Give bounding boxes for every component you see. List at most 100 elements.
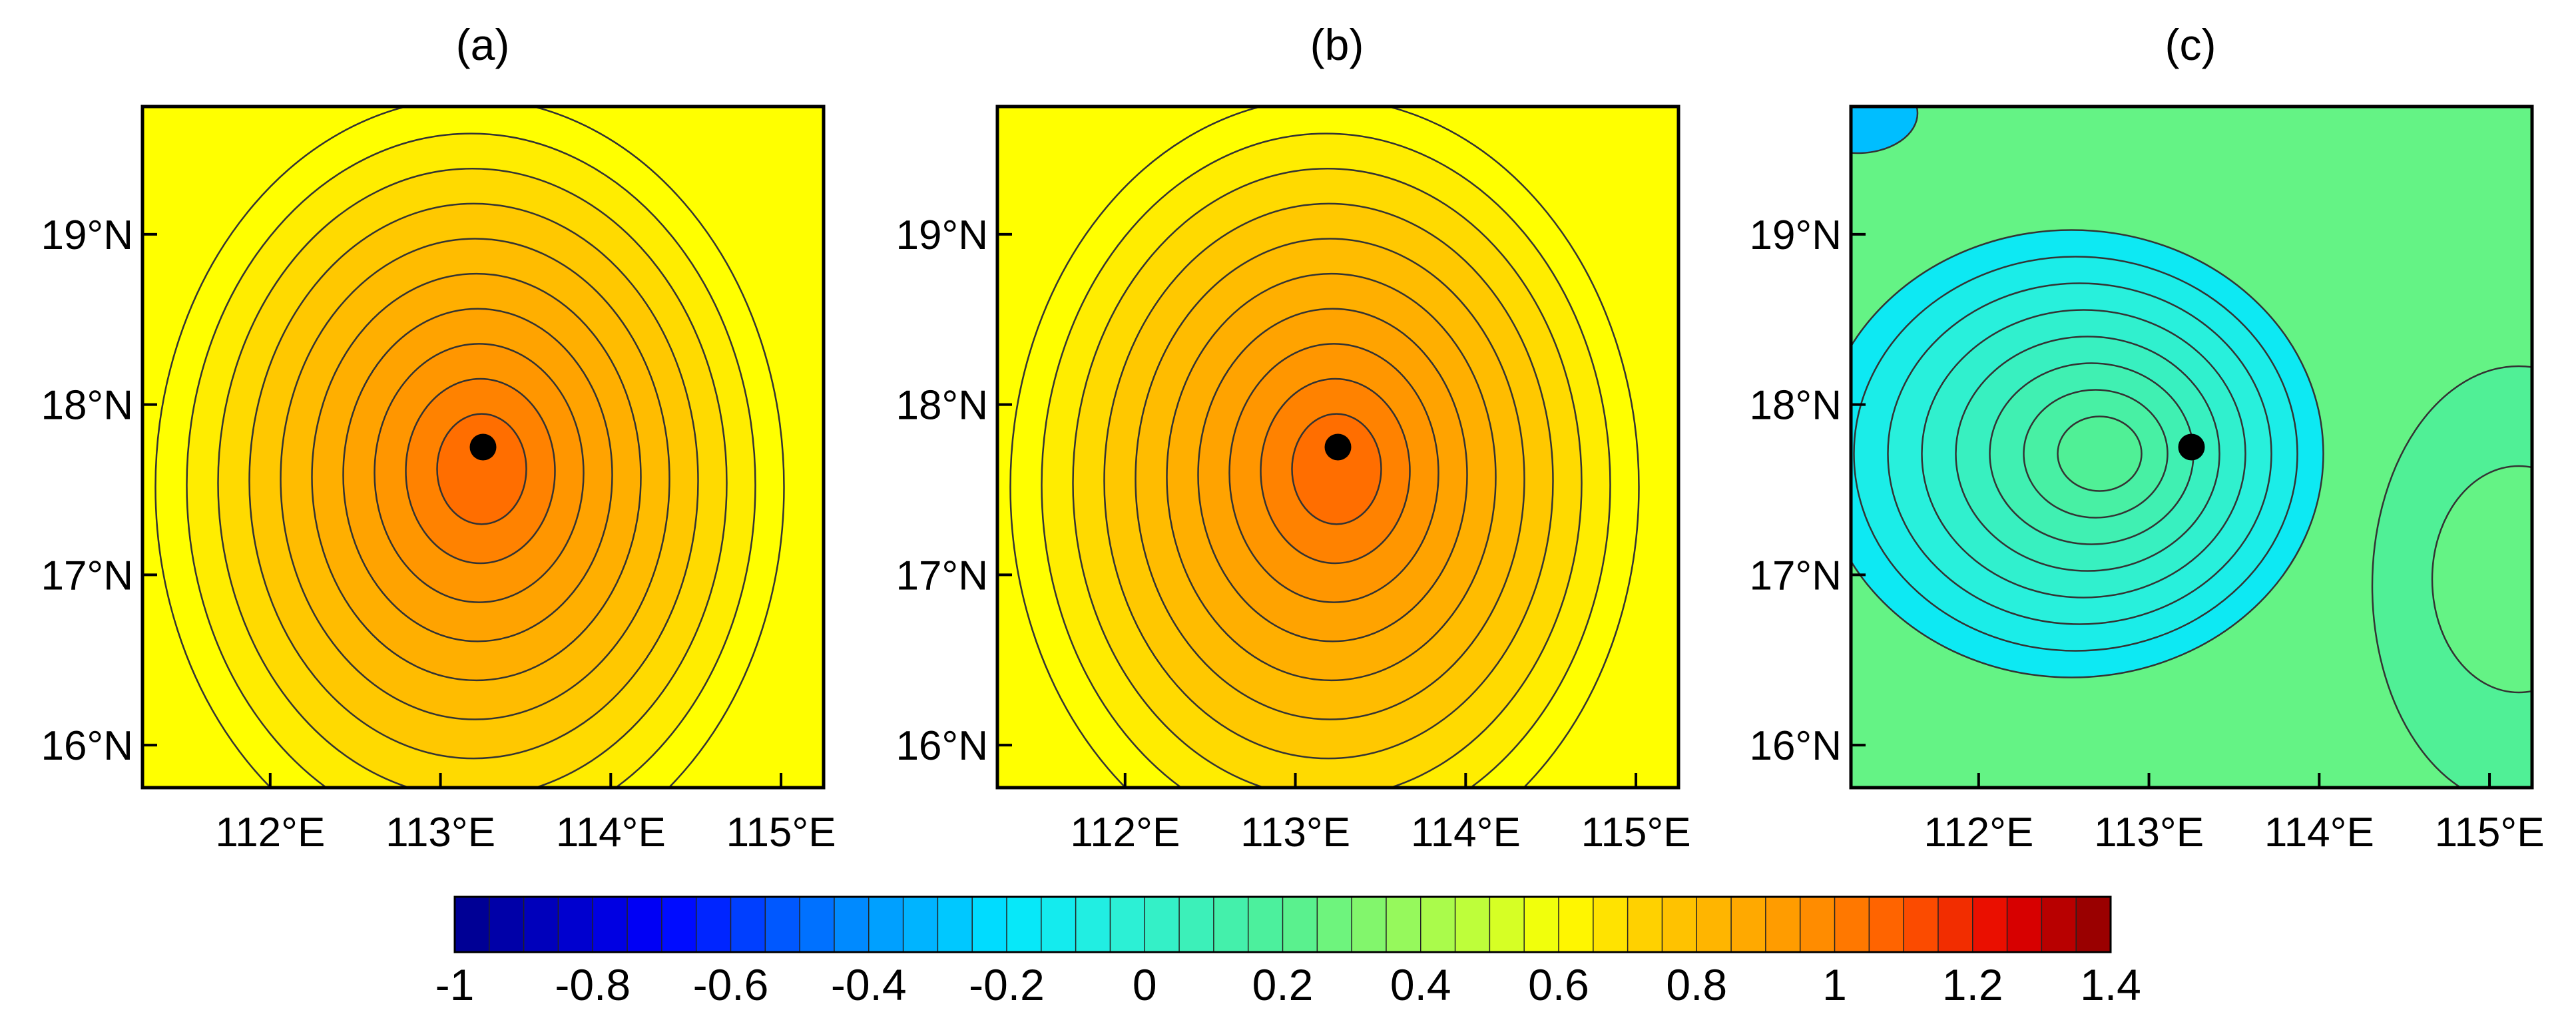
panel-b-field xyxy=(997,107,1678,788)
colorbar-tick-label: -0.4 xyxy=(831,960,907,1009)
panel-c-x-tick: 114°E xyxy=(2264,810,2374,856)
colorbar-cell xyxy=(902,896,939,953)
panel-b-x-tick: 113°E xyxy=(1240,810,1350,856)
panel-b-y-axis: 16°N 17°N 18°N 19°N xyxy=(896,212,1012,769)
colorbar-tick-label: 0.8 xyxy=(1666,960,1727,1009)
panel-b-x-tick: 115°E xyxy=(1581,810,1691,856)
panel-a-x-axis: 112°E 113°E 114°E 115°E xyxy=(215,773,836,856)
colorbar-cell xyxy=(2075,896,2112,953)
colorbar-cell xyxy=(834,896,870,953)
contour-band xyxy=(2431,465,2532,694)
colorbar-cell xyxy=(1075,896,1111,953)
contour-band xyxy=(1851,107,1919,154)
colorbar-cell xyxy=(1454,896,1491,953)
panel-b-title: (b) xyxy=(1310,20,1364,69)
colorbar-cell xyxy=(1144,896,1180,953)
colorbar-cell xyxy=(1661,896,1698,953)
panel-c-x-axis: 112°E 113°E 114°E 115°E xyxy=(1924,773,2545,856)
colorbar-cells xyxy=(454,896,2112,953)
colorbar-tick-label: -1 xyxy=(435,960,475,1009)
colorbar-cell xyxy=(1696,896,1732,953)
panel-a-y-tick: 17°N xyxy=(41,553,133,599)
colorbar-cell xyxy=(1558,896,1595,953)
colorbar-cell xyxy=(1109,896,1146,953)
colorbar-cell xyxy=(1834,896,1870,953)
panel-c-field xyxy=(1851,107,2532,788)
colorbar-tick-label: -0.6 xyxy=(693,960,769,1009)
colorbar-cell xyxy=(1593,896,1629,953)
colorbar: -1 -0.8 -0.6 -0.4 -0.2 0 0.2 0.4 0.6 0.8… xyxy=(435,895,2141,1009)
colorbar-labels: -1 -0.8 -0.6 -0.4 -0.2 0 0.2 0.4 0.6 0.8… xyxy=(435,960,2141,1009)
colorbar-cell xyxy=(1386,896,1421,953)
colorbar-cell xyxy=(1937,896,1973,953)
colorbar-tick-label: -0.2 xyxy=(969,960,1045,1009)
colorbar-cell xyxy=(695,896,732,953)
colorbar-cell xyxy=(1627,896,1663,953)
colorbar-cell xyxy=(971,896,1008,953)
panel-a-title: (a) xyxy=(456,20,510,69)
panel-a-frame xyxy=(140,105,826,790)
station-marker xyxy=(1324,433,1352,461)
panel-b-y-tick: 16°N xyxy=(896,723,988,769)
colorbar-frame xyxy=(453,895,2112,953)
panel-b-x-tick: 112°E xyxy=(1070,810,1180,856)
panel-c-y-tick: 16°N xyxy=(1749,723,1842,769)
panel-b-y-tick: 19°N xyxy=(896,212,988,258)
colorbar-tick-label: 1.4 xyxy=(2080,960,2141,1009)
colorbar-cell xyxy=(1868,896,1905,953)
colorbar-tick-label: 0.4 xyxy=(1390,960,1451,1009)
panel-a-y-tick: 16°N xyxy=(41,723,133,769)
colorbar-cell xyxy=(1213,896,1249,953)
panel-a-x-tick: 113°E xyxy=(386,810,495,856)
panel-a-x-tick: 114°E xyxy=(556,810,666,856)
colorbar-cell xyxy=(1730,896,1767,953)
colorbar-cell xyxy=(454,896,491,953)
panel-a-y-tick: 19°N xyxy=(41,212,133,258)
panel-b-x-tick: 114°E xyxy=(1411,810,1521,856)
colorbar-cell xyxy=(2006,896,2043,953)
panel-a-y-axis: 16°N 17°N 18°N 19°N xyxy=(41,212,157,769)
panel-c-y-tick: 19°N xyxy=(1749,212,1842,258)
colorbar-cell xyxy=(1799,896,1836,953)
panel-b-x-axis: 112°E 113°E 114°E 115°E xyxy=(1070,773,1691,856)
panel-c: (c) 112°E 113°E 114°E 115°E 16°N 17°N 18… xyxy=(1749,20,2545,856)
colorbar-cell xyxy=(868,896,904,953)
colorbar-cell xyxy=(1903,896,1939,953)
colorbar-tick-label: 0.6 xyxy=(1528,960,1589,1009)
colorbar-tick-label: 0 xyxy=(1133,960,1157,1009)
panel-a-x-tick: 115°E xyxy=(726,810,836,856)
panel-c-x-tick: 113°E xyxy=(2094,810,2204,856)
colorbar-cell xyxy=(592,896,629,953)
colorbar-cell xyxy=(1489,896,1525,953)
colorbar-tick-label: 1 xyxy=(1822,960,1847,1009)
panel-b-frame xyxy=(995,105,1680,790)
colorbar-tick-label: 1.2 xyxy=(1942,960,2003,1009)
colorbar-tick-label: -0.8 xyxy=(555,960,631,1009)
panel-b-y-tick: 18°N xyxy=(896,383,988,429)
colorbar-cell xyxy=(1972,896,2008,953)
panel-a: (a) 112°E 113°E 114°E 115°E 16°N 17°N 18… xyxy=(41,20,836,856)
colorbar-cell xyxy=(799,896,836,953)
colorbar-cell xyxy=(557,896,594,953)
contour-band xyxy=(2057,415,2143,492)
panel-c-y-tick: 17°N xyxy=(1749,553,1842,599)
colorbar-cell xyxy=(937,896,973,953)
panel-c-x-tick: 115°E xyxy=(2435,810,2545,856)
colorbar-cell xyxy=(661,896,697,953)
panel-c-y-tick: 18°N xyxy=(1749,383,1842,429)
panel-c-title: (c) xyxy=(2165,20,2216,69)
colorbar-cell xyxy=(1178,896,1215,953)
panel-c-x-tick: 112°E xyxy=(1924,810,2033,856)
colorbar-cell xyxy=(2041,896,2077,953)
colorbar-cell xyxy=(627,896,663,953)
colorbar-cell xyxy=(1041,896,1077,953)
contour-band xyxy=(1291,413,1382,525)
panel-c-y-axis: 16°N 17°N 18°N 19°N xyxy=(1749,212,1866,769)
panel-a-y-tick: 18°N xyxy=(41,383,133,429)
contour-band xyxy=(436,413,527,525)
station-marker xyxy=(469,433,497,461)
colorbar-cell xyxy=(730,896,766,953)
panel-b: (b) 112°E 113°E 114°E 115°E 16°N 17°N 18… xyxy=(896,20,1691,856)
panel-a-field xyxy=(142,107,824,788)
